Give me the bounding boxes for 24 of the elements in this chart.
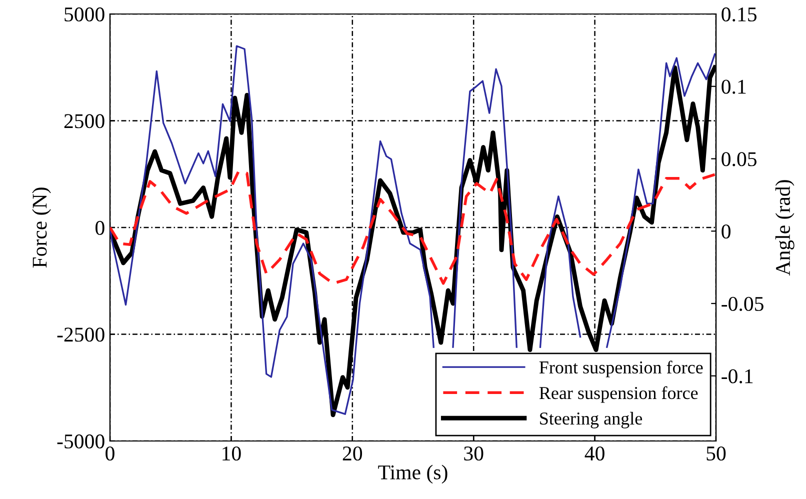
y2-tick-label: -0.05: [722, 296, 764, 312]
legend-label: Front suspension force: [539, 360, 703, 378]
y2-tick-label: -0.1: [722, 369, 753, 384]
x-tick-label: 30: [464, 446, 484, 461]
y2-tick-label: 0.15: [722, 7, 757, 22]
y-axis-title: Force (N): [32, 188, 51, 268]
x-tick-label: 50: [706, 446, 726, 461]
line-series: [110, 170, 716, 285]
x-axis-title: Time (s): [378, 464, 448, 484]
legend-label: Steering angle: [540, 412, 642, 428]
y-tick-label: 5000: [64, 7, 104, 22]
y-tick-label: -2500: [57, 328, 104, 342]
x-tick-label: 20: [342, 446, 362, 461]
y-tick-label: 2500: [64, 114, 104, 128]
x-tick-label: 40: [584, 446, 604, 461]
x-tick-label: 0: [106, 446, 114, 461]
x-tick-label: 10: [222, 446, 241, 461]
y-tick-label: -5000: [57, 434, 104, 448]
y2-axis-title: Angle (rad): [775, 180, 794, 276]
y2-tick-label: 0.05: [722, 152, 757, 166]
y2-tick-label: 0: [722, 224, 730, 239]
y2-tick-label: 0.1: [722, 80, 746, 94]
legend-label: Rear suspension force: [539, 386, 698, 403]
y-tick-label: 0: [96, 220, 104, 235]
